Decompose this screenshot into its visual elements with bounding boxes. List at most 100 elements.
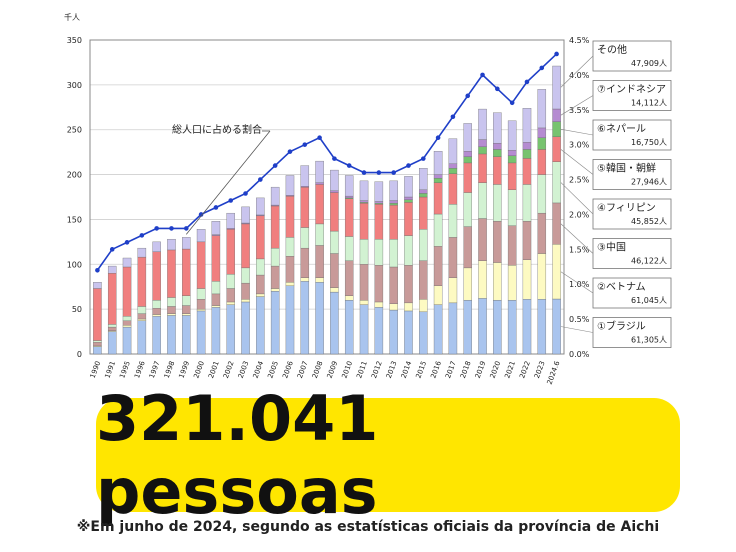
bar-segment [182, 313, 191, 316]
bar-segment [419, 193, 428, 198]
bar-segment [226, 304, 235, 355]
share-line-point [524, 79, 530, 85]
share-line-point [272, 163, 278, 168]
bar-segment [478, 298, 487, 355]
x-tick-label: 2012 [370, 360, 384, 379]
bar-segment [300, 165, 310, 187]
bar-segment [463, 156, 472, 164]
bar-segment [107, 331, 117, 355]
bar-segment [137, 318, 147, 321]
bar-segment [537, 137, 547, 150]
source-footnote: ※Em junho de 2024, segundo as estatístic… [76, 519, 660, 535]
bar-segment [359, 299, 369, 305]
legend-item: ②ベトナム 61,045人 [560, 271, 672, 309]
bar-segment [552, 161, 561, 204]
legend-box [592, 119, 672, 151]
legend-value: 61,045人 [631, 296, 667, 305]
bar-segment [344, 295, 354, 301]
share-line-point [154, 226, 159, 231]
bar-segment [285, 195, 295, 238]
x-tick-label: 1990 [89, 360, 103, 379]
bar-segment [419, 299, 428, 313]
x-tick-label: 2007 [296, 360, 310, 379]
x-tick-label: 2014 [400, 359, 414, 379]
share-line-point [198, 212, 204, 217]
bar-segment [300, 227, 310, 249]
bar-segment [389, 204, 398, 240]
share-line-point [554, 51, 559, 57]
legend-leader [560, 95, 594, 116]
bar-segment [300, 277, 310, 282]
bar-segment [167, 315, 176, 355]
bar-segment [167, 306, 176, 314]
legend: その他47,909人⑦インドネシア14,112人⑥ネパール16,750人⑤韓国・… [560, 40, 672, 348]
legend-label: その他 [597, 43, 627, 56]
legend-item: その他 47,909人 [560, 40, 672, 88]
bar-segment [330, 287, 339, 293]
bar-segment [537, 149, 547, 175]
bar-segment [374, 238, 384, 266]
bar-segment [448, 302, 458, 355]
share-line-point [139, 233, 145, 238]
share-line-point [109, 247, 115, 252]
bar-segment [389, 309, 398, 355]
bar-segment [211, 221, 221, 235]
bar-segment [182, 295, 191, 306]
legend-item: ⑦インドネシア 14,112人 [560, 80, 672, 116]
bar-segment [537, 127, 547, 138]
y2-tick-label: 0.5% [569, 315, 590, 324]
bar-segment [256, 215, 265, 260]
x-tick-label: 2010 [340, 360, 354, 379]
total-banner: 321.041 pessoas [96, 382, 680, 528]
bar-segment [315, 184, 324, 225]
x-tick-label: 2008 [311, 360, 325, 379]
bar-segment [256, 296, 265, 355]
bar-segment [552, 244, 561, 300]
bar-segment [122, 326, 132, 355]
legend-box [592, 159, 672, 190]
bar-segment [478, 260, 487, 299]
bar-segment [182, 248, 191, 296]
share-line-point [406, 163, 411, 168]
bar-segment [344, 236, 354, 261]
share-line-point [183, 226, 189, 231]
bar-segment [419, 189, 428, 194]
x-tick-label: 1998 [163, 360, 177, 379]
bar-segment [374, 201, 384, 204]
x-tick-label: 2018 [459, 360, 473, 379]
bar-segment [285, 282, 295, 286]
x-tick-label: 1996 [133, 359, 147, 379]
bar-segment [241, 206, 250, 224]
bar-segment [374, 307, 384, 355]
bar-segment [448, 173, 458, 205]
bar-segment [330, 169, 339, 191]
bar-segment [389, 238, 398, 268]
y-tick-label: 150 [67, 215, 82, 224]
bar-segment [270, 205, 280, 249]
legend-box [592, 317, 672, 348]
bar-segment [537, 253, 547, 300]
share-line-point [332, 156, 337, 161]
bar-segment [122, 325, 132, 328]
bar-segment [226, 229, 235, 275]
share-line-point [450, 114, 456, 120]
x-tick-label: 2016 [429, 359, 443, 379]
share-line-point [495, 86, 500, 92]
legend-item: ⑥ネパール 16,750人 [560, 119, 672, 151]
bar-segment [167, 238, 176, 251]
share-line-point [302, 142, 308, 147]
share-line-point [124, 240, 130, 245]
x-tick-label: 2020 [489, 360, 503, 379]
bar-segment [315, 282, 324, 355]
bar-segment [389, 266, 398, 304]
bar-segment [256, 258, 265, 276]
bar-segment [463, 226, 472, 269]
gridlines [89, 39, 565, 355]
bar-segment [300, 186, 310, 228]
bar-segment [196, 288, 206, 300]
x-tick-label: 2001 [207, 360, 221, 379]
bar-segment [285, 237, 295, 257]
bar-segment [433, 246, 443, 286]
bar-segment [463, 151, 472, 157]
bar-segment [463, 267, 472, 301]
